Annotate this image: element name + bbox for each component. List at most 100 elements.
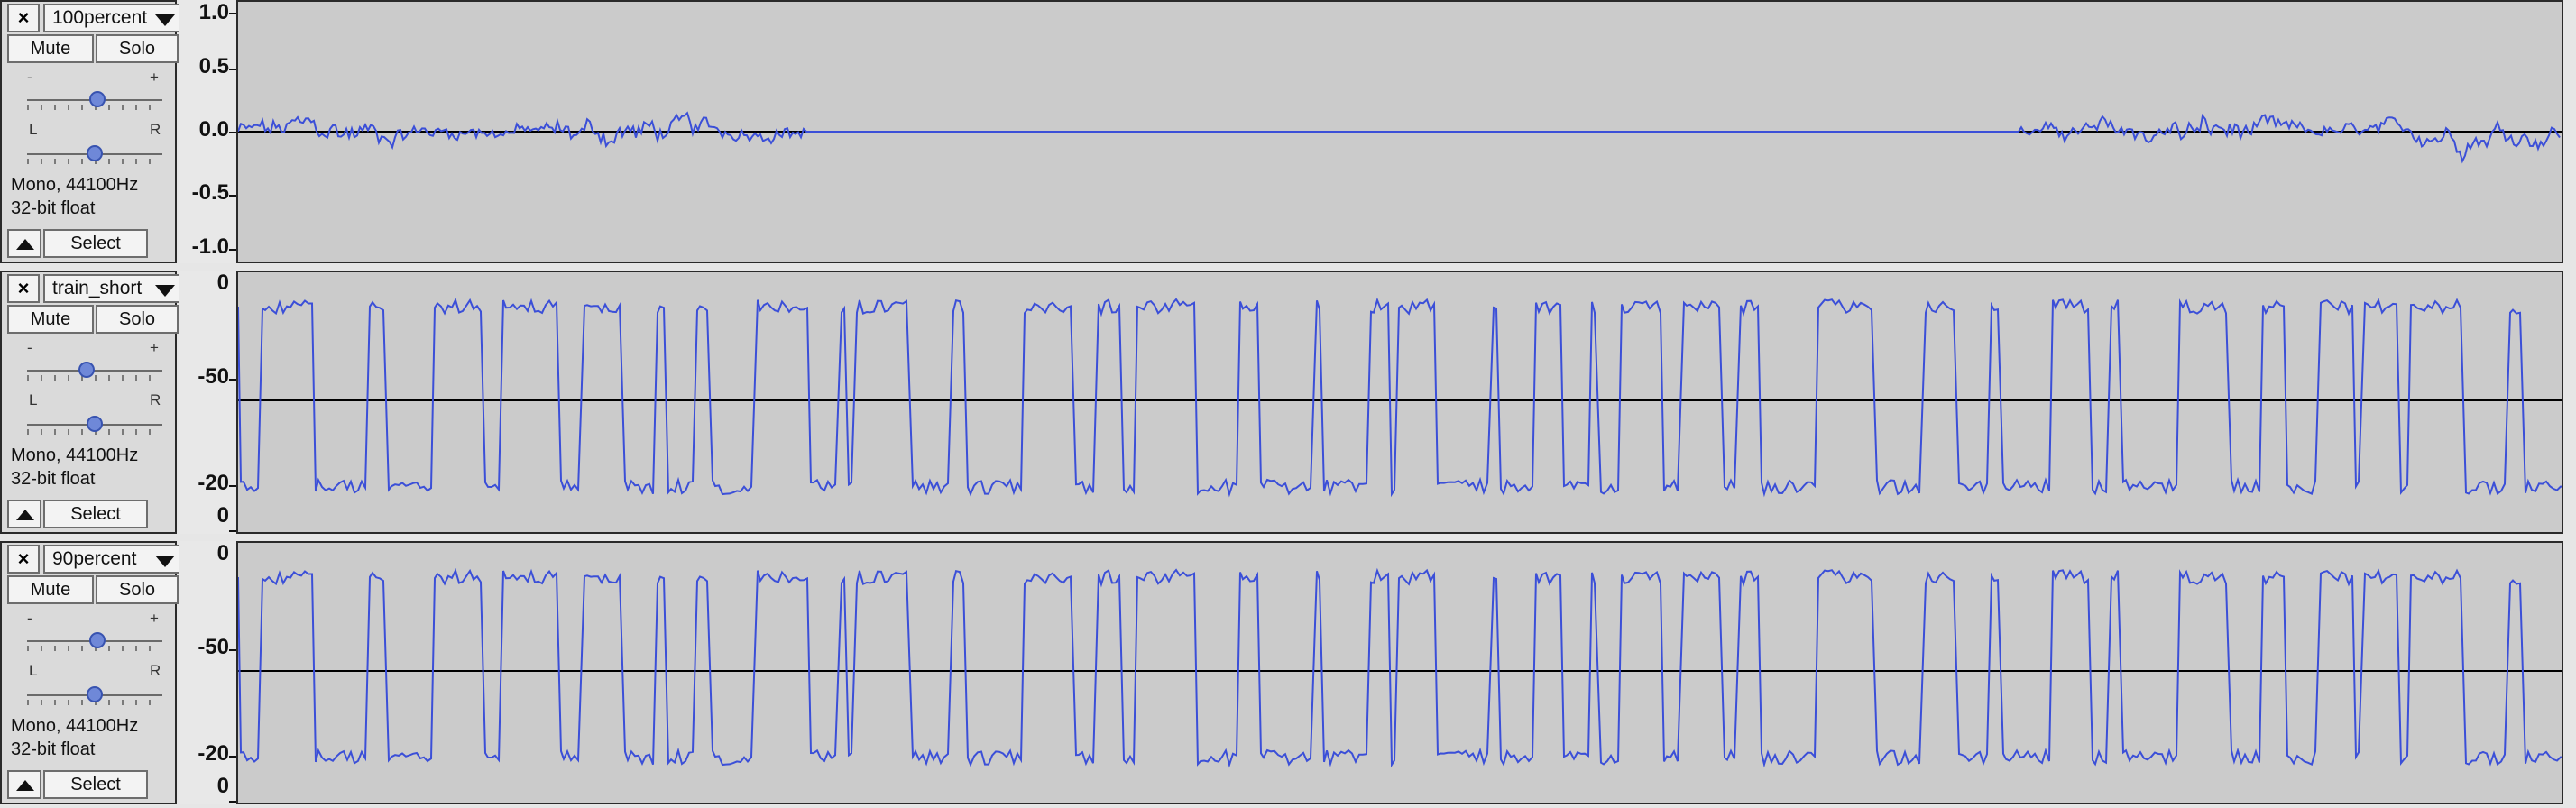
- ruler-label-0-top: 0: [216, 271, 229, 295]
- ruler-tick: [229, 69, 236, 70]
- ruler-tick: [229, 485, 236, 487]
- track-name-menu[interactable]: train_short: [43, 274, 184, 303]
- track-sample-format-text: 32-bit float: [11, 469, 96, 489]
- track-format-info: Mono, 44100Hz 32-bit float: [11, 714, 138, 761]
- gain-slider-ticks: [27, 375, 162, 381]
- gain-minus-label: -: [27, 339, 32, 356]
- track-title-row: × train_short: [7, 274, 184, 303]
- waveform-signal: [238, 111, 2561, 164]
- vertical-ruler-db: 0 -50 -20 0: [179, 271, 236, 534]
- gain-plus-label: +: [150, 69, 159, 86]
- select-track-button[interactable]: Select: [43, 229, 148, 258]
- vertical-ruler-db: 0 -50 -20 0: [179, 541, 236, 804]
- pan-left-label: L: [29, 662, 38, 679]
- gain-plus-label: +: [150, 339, 159, 356]
- select-track-button[interactable]: Select: [43, 770, 148, 799]
- ruler-label-0.5: 0.5: [198, 54, 229, 78]
- waveform-display: [238, 567, 2562, 768]
- ruler-tick: [229, 379, 236, 381]
- dropdown-arrow-icon: [155, 14, 175, 26]
- pan-slider-ticks: [27, 159, 162, 164]
- solo-button[interactable]: Solo: [96, 34, 179, 63]
- collapse-track-button[interactable]: [7, 229, 41, 258]
- waveform-area[interactable]: [236, 271, 2563, 534]
- ruler-tick: [229, 249, 236, 251]
- ruler-label-neg-50: -50: [198, 364, 229, 389]
- close-track-button[interactable]: ×: [7, 4, 40, 32]
- gain-minus-label: -: [27, 610, 32, 627]
- ruler-label-0-top: 0: [216, 541, 229, 565]
- track-90percent: × 90percent Mute Solo - + L R Mono, 4410…: [0, 541, 2576, 804]
- gain-slider[interactable]: [27, 629, 162, 653]
- ruler-tick: [229, 13, 236, 14]
- gain-slider[interactable]: [27, 88, 162, 112]
- ruler-label-1.0: 1.0: [198, 0, 229, 24]
- track-title-row: × 90percent: [7, 545, 184, 574]
- track-control-panel: × 100percent Mute Solo - + L R Mono, 441…: [0, 0, 184, 263]
- ruler-label-0-bottom: 0: [216, 774, 229, 798]
- collapse-triangle-icon: [16, 780, 34, 791]
- pan-slider[interactable]: [27, 142, 162, 166]
- ruler-tick: [229, 195, 236, 197]
- solo-button[interactable]: Solo: [96, 575, 179, 604]
- mute-button[interactable]: Mute: [7, 34, 94, 63]
- track-100percent: × 100percent Mute Solo - + L R Mono, 441…: [0, 0, 2576, 263]
- gain-slider-ticks: [27, 105, 162, 110]
- ruler-label-0-bottom: 0: [216, 503, 229, 528]
- gain-slider-thumb[interactable]: [89, 91, 106, 107]
- pan-slider[interactable]: [27, 684, 162, 707]
- track-title-row: × 100percent: [7, 4, 184, 32]
- track-format-info: Mono, 44100Hz 32-bit float: [11, 173, 138, 220]
- ruler-label-neg-20: -20: [198, 741, 229, 766]
- pan-left-label: L: [29, 121, 38, 138]
- track-control-panel: × 90percent Mute Solo - + L R Mono, 4410…: [0, 541, 184, 804]
- gain-slider-thumb[interactable]: [78, 362, 95, 378]
- mute-button[interactable]: Mute: [7, 575, 94, 604]
- gain-slider[interactable]: [27, 359, 162, 382]
- track-sample-format-text: 32-bit float: [11, 198, 96, 218]
- ruler-label-0.0: 0.0: [198, 117, 229, 142]
- track-name-label: train_short: [52, 278, 143, 298]
- gain-slider-ticks: [27, 646, 162, 651]
- track-rate-text: Mono, 44100Hz: [11, 445, 139, 465]
- waveform-area[interactable]: [236, 541, 2563, 804]
- ruler-tick: [229, 801, 236, 803]
- waveform-area[interactable]: [236, 0, 2563, 263]
- collapse-triangle-icon: [16, 510, 34, 520]
- track-control-panel: × train_short Mute Solo - + L R Mono, 44…: [0, 271, 184, 534]
- pan-right-label: R: [150, 391, 161, 409]
- track-name-label: 90percent: [52, 548, 137, 569]
- solo-button[interactable]: Solo: [96, 305, 179, 334]
- pan-slider-thumb[interactable]: [87, 416, 103, 432]
- gain-slider-thumb[interactable]: [89, 632, 106, 648]
- mute-button[interactable]: Mute: [7, 305, 94, 334]
- ruler-tick: [229, 756, 236, 758]
- ruler-tick: [229, 530, 236, 532]
- track-name-menu[interactable]: 100percent: [43, 4, 184, 32]
- track-name-label: 100percent: [52, 7, 148, 28]
- gain-minus-label: -: [27, 69, 32, 86]
- dropdown-arrow-icon: [155, 556, 175, 567]
- ruler-tick: [229, 649, 236, 651]
- waveform-display: [238, 297, 2562, 498]
- pan-right-label: R: [150, 662, 161, 679]
- select-track-button[interactable]: Select: [43, 500, 148, 528]
- collapse-triangle-icon: [16, 239, 34, 250]
- gain-slider-rail: [27, 370, 162, 372]
- close-track-button[interactable]: ×: [7, 545, 40, 574]
- collapse-track-button[interactable]: [7, 770, 41, 799]
- collapse-track-button[interactable]: [7, 500, 41, 528]
- dropdown-arrow-icon: [155, 285, 175, 297]
- pan-slider-thumb[interactable]: [87, 145, 103, 161]
- pan-slider-thumb[interactable]: [87, 686, 103, 702]
- pan-slider-ticks: [27, 700, 162, 705]
- track-name-menu[interactable]: 90percent: [43, 545, 184, 574]
- pan-slider-ticks: [27, 429, 162, 435]
- pan-left-label: L: [29, 391, 38, 409]
- waveform-signal: [238, 297, 2562, 498]
- ruler-label-neg-1.0: -1.0: [191, 234, 229, 259]
- track-format-info: Mono, 44100Hz 32-bit float: [11, 444, 138, 491]
- close-track-button[interactable]: ×: [7, 274, 40, 303]
- pan-slider[interactable]: [27, 413, 162, 436]
- waveform-signal: [238, 567, 2562, 768]
